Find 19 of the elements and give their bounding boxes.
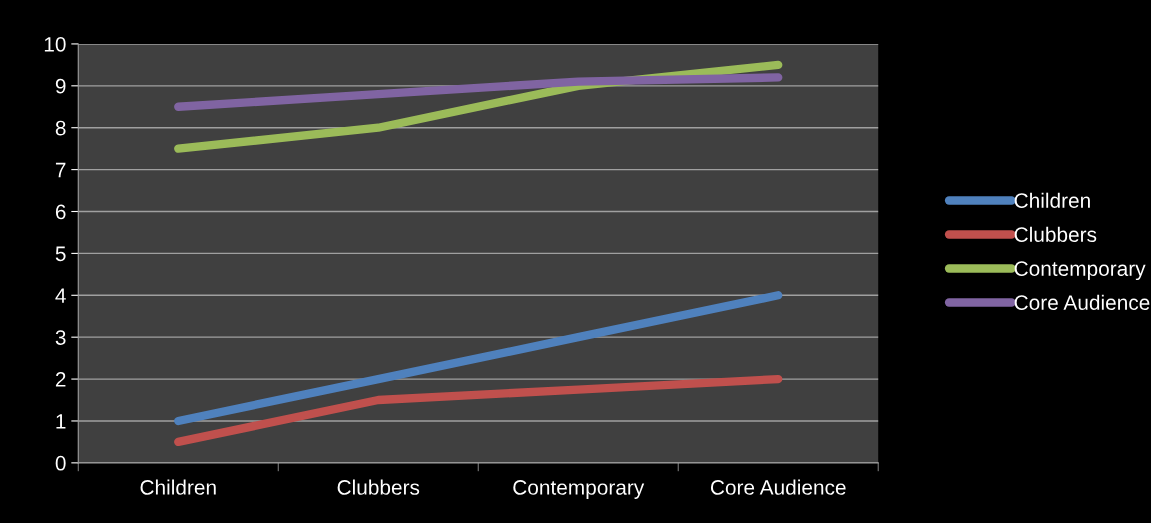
x-tick-label: Core Audience: [710, 479, 846, 495]
y-tick-label: 6: [55, 204, 66, 220]
y-tick-label: 4: [55, 288, 66, 303]
y-tick-label: 5: [55, 246, 66, 262]
y-tick-label: 10: [44, 36, 66, 52]
y-tick-label: 7: [55, 162, 66, 178]
legend-label: Clubbers: [1014, 226, 1097, 242]
y-tick-label: 0: [55, 455, 66, 471]
x-tick-label: Children: [140, 479, 216, 495]
y-tick-label: 2: [55, 372, 66, 387]
x-tick-label: Clubbers: [337, 479, 420, 495]
y-tick-label: 3: [55, 330, 66, 345]
y-tick-label: 1: [56, 414, 66, 429]
legend-label: Children: [1014, 192, 1090, 208]
y-tick-label: 9: [55, 78, 66, 94]
legend-label: Core Audience: [1014, 294, 1150, 310]
x-tick-label: Contemporary: [513, 480, 645, 499]
y-tick-label: 8: [55, 120, 66, 136]
legend-label: Contemporary: [1014, 261, 1146, 281]
